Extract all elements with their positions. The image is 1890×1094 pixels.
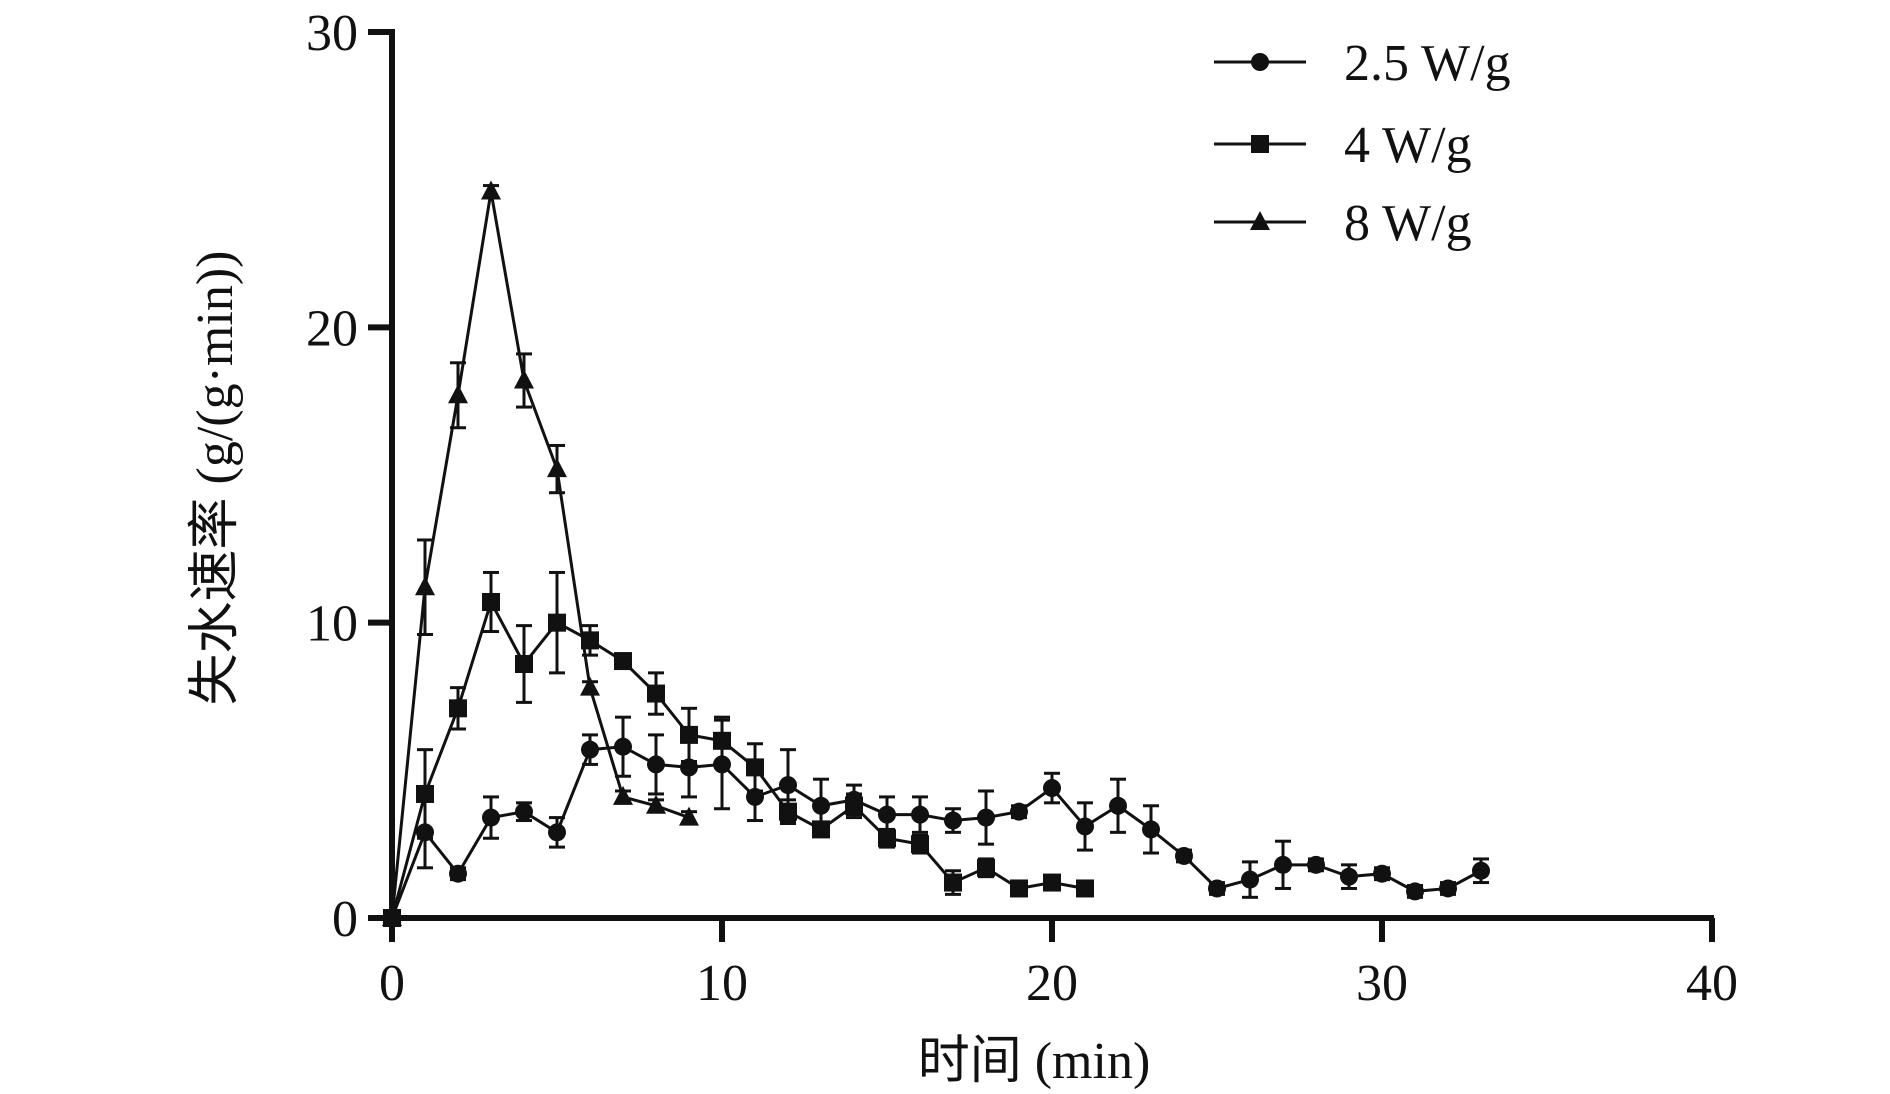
data-point <box>1472 861 1490 880</box>
data-point <box>812 796 830 815</box>
data-point <box>581 631 599 650</box>
data-point <box>779 802 797 821</box>
data-point <box>680 725 698 744</box>
data-point <box>812 820 830 839</box>
data-point <box>1208 879 1226 898</box>
data-point <box>448 384 468 404</box>
legend-label: 8 W/g <box>1344 195 1472 252</box>
legend: 2.5 W/g 4 W/g 8 W/g <box>1214 35 1511 252</box>
series-line <box>390 745 1482 919</box>
data-point <box>482 808 500 827</box>
legend-item: 4 W/g <box>1214 117 1472 174</box>
data-point <box>1076 879 1094 898</box>
series-triangle <box>382 180 699 926</box>
x-tick-label: 0 <box>379 955 405 1012</box>
legend-item: 2.5 W/g <box>1214 35 1511 92</box>
x-tick-label: 20 <box>1026 955 1078 1012</box>
data-point <box>1010 879 1028 898</box>
data-point <box>382 907 402 926</box>
data-point <box>1439 879 1457 898</box>
legend-marker <box>1251 135 1269 153</box>
data-point <box>614 652 632 671</box>
data-point <box>713 731 731 750</box>
data-point <box>779 776 797 795</box>
data-point <box>1142 820 1160 839</box>
y-tick-label: 0 <box>332 891 358 948</box>
y-tick-label: 20 <box>306 300 358 357</box>
data-point <box>548 613 566 632</box>
data-point <box>878 805 896 824</box>
data-point <box>944 873 962 892</box>
series-square <box>383 570 1094 927</box>
data-point <box>1406 882 1424 901</box>
series-layer <box>382 180 1490 927</box>
data-point <box>977 858 995 877</box>
data-point <box>482 592 500 611</box>
data-point <box>449 864 467 883</box>
data-point <box>614 737 632 756</box>
data-point <box>845 796 863 815</box>
data-point <box>911 805 929 824</box>
data-point <box>1109 796 1127 815</box>
data-point <box>911 835 929 854</box>
data-point <box>646 794 666 814</box>
data-point <box>1076 817 1094 836</box>
x-tick-label: 40 <box>1686 955 1738 1012</box>
y-tick-label: 30 <box>306 5 358 62</box>
data-point <box>944 811 962 830</box>
data-point <box>1274 855 1292 874</box>
data-point <box>515 802 533 821</box>
data-point <box>1340 867 1358 886</box>
data-point <box>415 576 435 596</box>
data-point <box>613 785 633 805</box>
x-tick-label: 10 <box>696 955 748 1012</box>
legend-marker <box>1251 53 1269 71</box>
data-point <box>1373 864 1391 883</box>
data-point <box>679 806 699 826</box>
data-point <box>1307 855 1325 874</box>
data-point <box>580 676 600 696</box>
data-point <box>481 180 501 200</box>
data-point <box>416 784 434 803</box>
legend-label: 2.5 W/g <box>1344 35 1511 92</box>
data-point <box>746 758 764 777</box>
data-point <box>647 755 665 774</box>
data-point <box>878 829 896 848</box>
legend-item: 8 W/g <box>1214 195 1472 252</box>
series-line <box>390 191 690 919</box>
data-point <box>449 699 467 718</box>
data-point <box>977 808 995 827</box>
data-point <box>1175 846 1193 865</box>
series-line <box>390 598 1086 919</box>
legend-marker <box>1250 211 1270 230</box>
data-point <box>1043 873 1061 892</box>
data-point <box>1043 779 1061 798</box>
x-axis-ticks: 0 10 20 30 40 <box>379 918 1738 1012</box>
data-point <box>514 369 534 389</box>
x-axis-title: 时间 (min) <box>918 1033 1151 1090</box>
legend-label: 4 W/g <box>1344 117 1472 174</box>
data-point <box>515 655 533 674</box>
data-point <box>1010 802 1028 821</box>
x-tick-label: 30 <box>1356 955 1408 1012</box>
data-point <box>547 458 567 478</box>
data-point <box>581 740 599 759</box>
y-axis-ticks: 0 10 20 30 <box>306 5 392 948</box>
data-point <box>647 684 665 703</box>
y-tick-label: 10 <box>306 596 358 653</box>
y-axis-title: 失水速率 (g/(g·min)) <box>187 251 244 706</box>
data-point <box>1241 870 1259 889</box>
data-point <box>548 823 566 842</box>
series-circle <box>383 715 1490 927</box>
